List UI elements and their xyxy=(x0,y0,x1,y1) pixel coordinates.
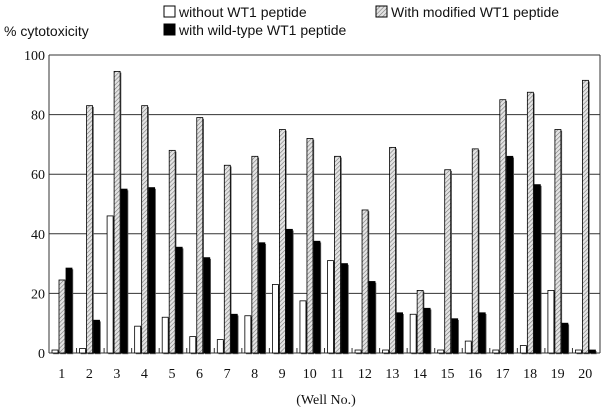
bar-hatched-well-10 xyxy=(306,138,314,354)
bar-white-well-17 xyxy=(492,349,500,354)
bar-black-well-17 xyxy=(506,155,514,354)
bar-white-well-8 xyxy=(244,315,252,354)
x-tick-label: 2 xyxy=(86,367,93,382)
bar-black-well-3 xyxy=(120,188,128,354)
bar-black-well-19 xyxy=(561,322,569,354)
x-tick-label: 17 xyxy=(496,367,510,382)
bar-black-well-1 xyxy=(65,267,73,354)
bar-white-well-13 xyxy=(382,349,390,354)
bar-white-well-3 xyxy=(106,215,114,354)
x-tick-label: 8 xyxy=(251,367,258,382)
legend-label-without: without WT1 peptide xyxy=(178,4,307,20)
x-tick-label: 10 xyxy=(303,367,317,382)
bar-black-well-20 xyxy=(589,349,596,354)
x-tick-label: 6 xyxy=(196,367,203,382)
bar-black-well-7 xyxy=(230,313,238,354)
bar-black-well-8 xyxy=(258,242,266,354)
y-tick-label: 100 xyxy=(24,49,45,64)
bar-black-well-9 xyxy=(285,228,293,354)
bar-hatched-well-6 xyxy=(196,117,204,354)
bar-black-well-10 xyxy=(313,240,321,354)
bar-hatched-well-3 xyxy=(113,70,121,354)
bar-black-well-16 xyxy=(478,312,486,354)
bar-hatched-well-4 xyxy=(141,105,149,354)
bar-hatched-well-15 xyxy=(444,169,452,354)
x-tick-label: 12 xyxy=(358,367,372,382)
x-tick-label: 9 xyxy=(279,367,286,382)
bar-black-well-4 xyxy=(148,187,156,354)
bar-white-well-1 xyxy=(51,349,59,354)
y-tick-label: 0 xyxy=(38,347,45,362)
bar-black-well-15 xyxy=(451,318,459,354)
x-axis-label: (Well No.) xyxy=(296,393,356,408)
bar-white-well-9 xyxy=(271,284,279,354)
y-tick-label: 40 xyxy=(31,228,45,243)
y-tick-label: 20 xyxy=(31,287,45,302)
bar-white-well-12 xyxy=(354,349,362,354)
bar-white-well-15 xyxy=(437,349,445,354)
bar-hatched-well-12 xyxy=(361,209,369,354)
bar-hatched-well-11 xyxy=(334,155,341,354)
bar-white-well-10 xyxy=(299,300,307,354)
bar-black-well-5 xyxy=(175,246,183,354)
bar-black-well-2 xyxy=(93,319,100,354)
y-axis-label: % cytotoxicity xyxy=(4,23,89,39)
legend: without WT1 peptide with wild-type WT1 p… xyxy=(163,4,559,38)
bar-hatched-well-1 xyxy=(58,279,66,354)
x-tick-label: 16 xyxy=(468,367,482,382)
bar-white-well-14 xyxy=(409,313,417,354)
bar-white-well-20 xyxy=(575,349,582,354)
bar-hatched-well-17 xyxy=(499,99,507,354)
x-tick-label: 7 xyxy=(224,367,231,382)
x-tick-label: 14 xyxy=(413,367,427,382)
bar-hatched-well-7 xyxy=(223,164,231,354)
y-tick-label: 60 xyxy=(31,168,45,183)
bar-black-well-6 xyxy=(203,257,211,354)
legend-label-modified: With modified WT1 peptide xyxy=(391,4,559,20)
bar-hatched-well-8 xyxy=(251,155,259,354)
bar-white-well-4 xyxy=(134,325,142,354)
y-tick-label: 80 xyxy=(31,109,45,124)
x-tick-label: 20 xyxy=(578,367,592,382)
bar-black-well-11 xyxy=(341,263,348,354)
bar-black-well-12 xyxy=(368,281,376,354)
bar-white-well-7 xyxy=(216,339,224,354)
legend-label-wildtype: with wild-type WT1 peptide xyxy=(178,22,347,38)
bar-hatched-well-5 xyxy=(168,149,176,354)
x-tick-label: 13 xyxy=(385,367,399,382)
bar-black-well-13 xyxy=(396,312,404,354)
bar-hatched-well-18 xyxy=(526,91,534,354)
x-tick-label: 11 xyxy=(331,367,344,382)
bar-white-well-16 xyxy=(464,340,472,354)
bar-white-well-6 xyxy=(189,336,197,354)
legend-swatch-wildtype xyxy=(163,23,176,36)
bar-white-well-5 xyxy=(161,316,169,354)
bar-hatched-well-14 xyxy=(416,290,424,354)
x-tick-label: 15 xyxy=(440,367,454,382)
bar-hatched-well-16 xyxy=(471,148,479,354)
bar-black-well-18 xyxy=(533,184,541,354)
x-tick-label: 5 xyxy=(168,367,175,382)
bar-white-well-18 xyxy=(519,345,527,354)
x-tick-label: 4 xyxy=(141,367,148,382)
bar-white-well-19 xyxy=(547,290,555,354)
legend-swatch-without xyxy=(163,5,176,18)
bar-hatched-well-9 xyxy=(278,129,286,354)
bar-white-well-2 xyxy=(79,348,86,354)
x-tick-label: 1 xyxy=(58,367,65,382)
bar-hatched-well-2 xyxy=(86,105,93,354)
x-tick-label: 18 xyxy=(523,367,537,382)
bar-hatched-well-13 xyxy=(389,146,397,354)
bar-hatched-well-19 xyxy=(554,129,562,354)
bar-white-well-11 xyxy=(327,260,334,354)
x-tick-label: 19 xyxy=(551,367,565,382)
x-tick-label: 3 xyxy=(113,367,120,382)
legend-swatch-modified xyxy=(375,5,388,18)
bar-hatched-well-20 xyxy=(582,79,589,354)
bar-black-well-14 xyxy=(423,307,431,354)
